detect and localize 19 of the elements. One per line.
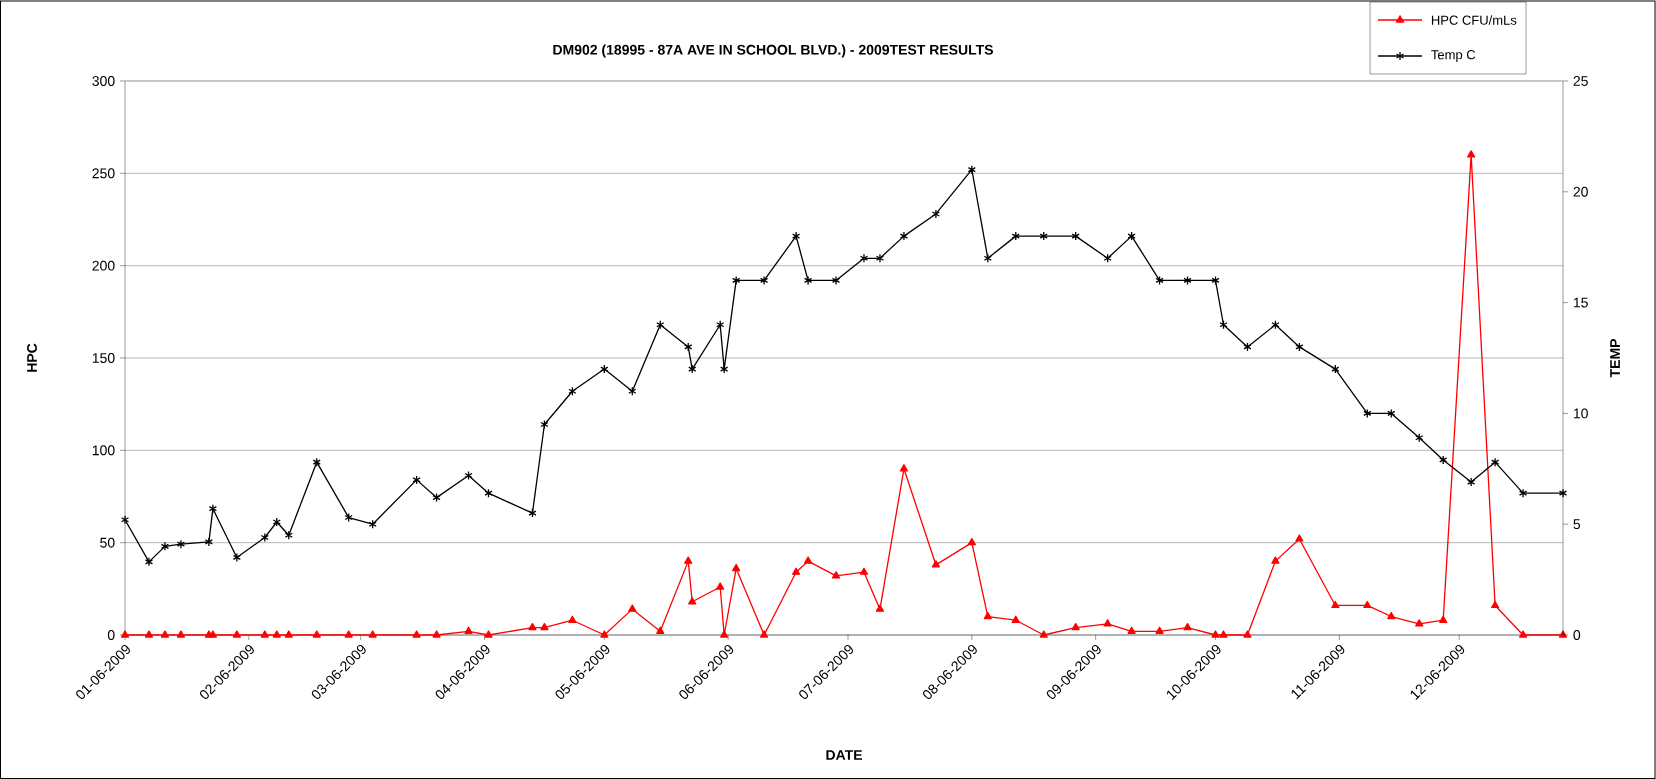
y2-tick-label: 5 bbox=[1573, 519, 1581, 530]
chart-title: DM902 (18995 - 87A AVE IN SCHOOL BLVD.) - 2009TEST RESULTS bbox=[553, 44, 993, 58]
y2-tick-label: 20 bbox=[1573, 186, 1588, 197]
y-tick-label: 250 bbox=[92, 168, 115, 179]
y2-tick-label: 0 bbox=[1573, 630, 1581, 640]
y-axis-title: HPC bbox=[27, 343, 37, 372]
y-tick-label: 100 bbox=[92, 445, 115, 456]
legend-label: HPC CFU/mLs bbox=[1431, 15, 1517, 25]
y-tick-label: 150 bbox=[92, 353, 115, 363]
y-tick-label: 300 bbox=[92, 76, 115, 86]
y-tick-label: 0 bbox=[107, 630, 115, 640]
y-tick-label: 50 bbox=[100, 537, 115, 548]
y2-tick-label: 10 bbox=[1573, 408, 1588, 419]
y-tick-label: 200 bbox=[92, 260, 115, 271]
x-axis-title: DATE bbox=[826, 750, 863, 760]
legend-label: Temp C bbox=[1431, 50, 1476, 62]
y2-tick-label: 15 bbox=[1573, 297, 1588, 308]
y2-axis-title: TEMP bbox=[1610, 339, 1620, 378]
y2-tick-label: 25 bbox=[1573, 76, 1588, 86]
